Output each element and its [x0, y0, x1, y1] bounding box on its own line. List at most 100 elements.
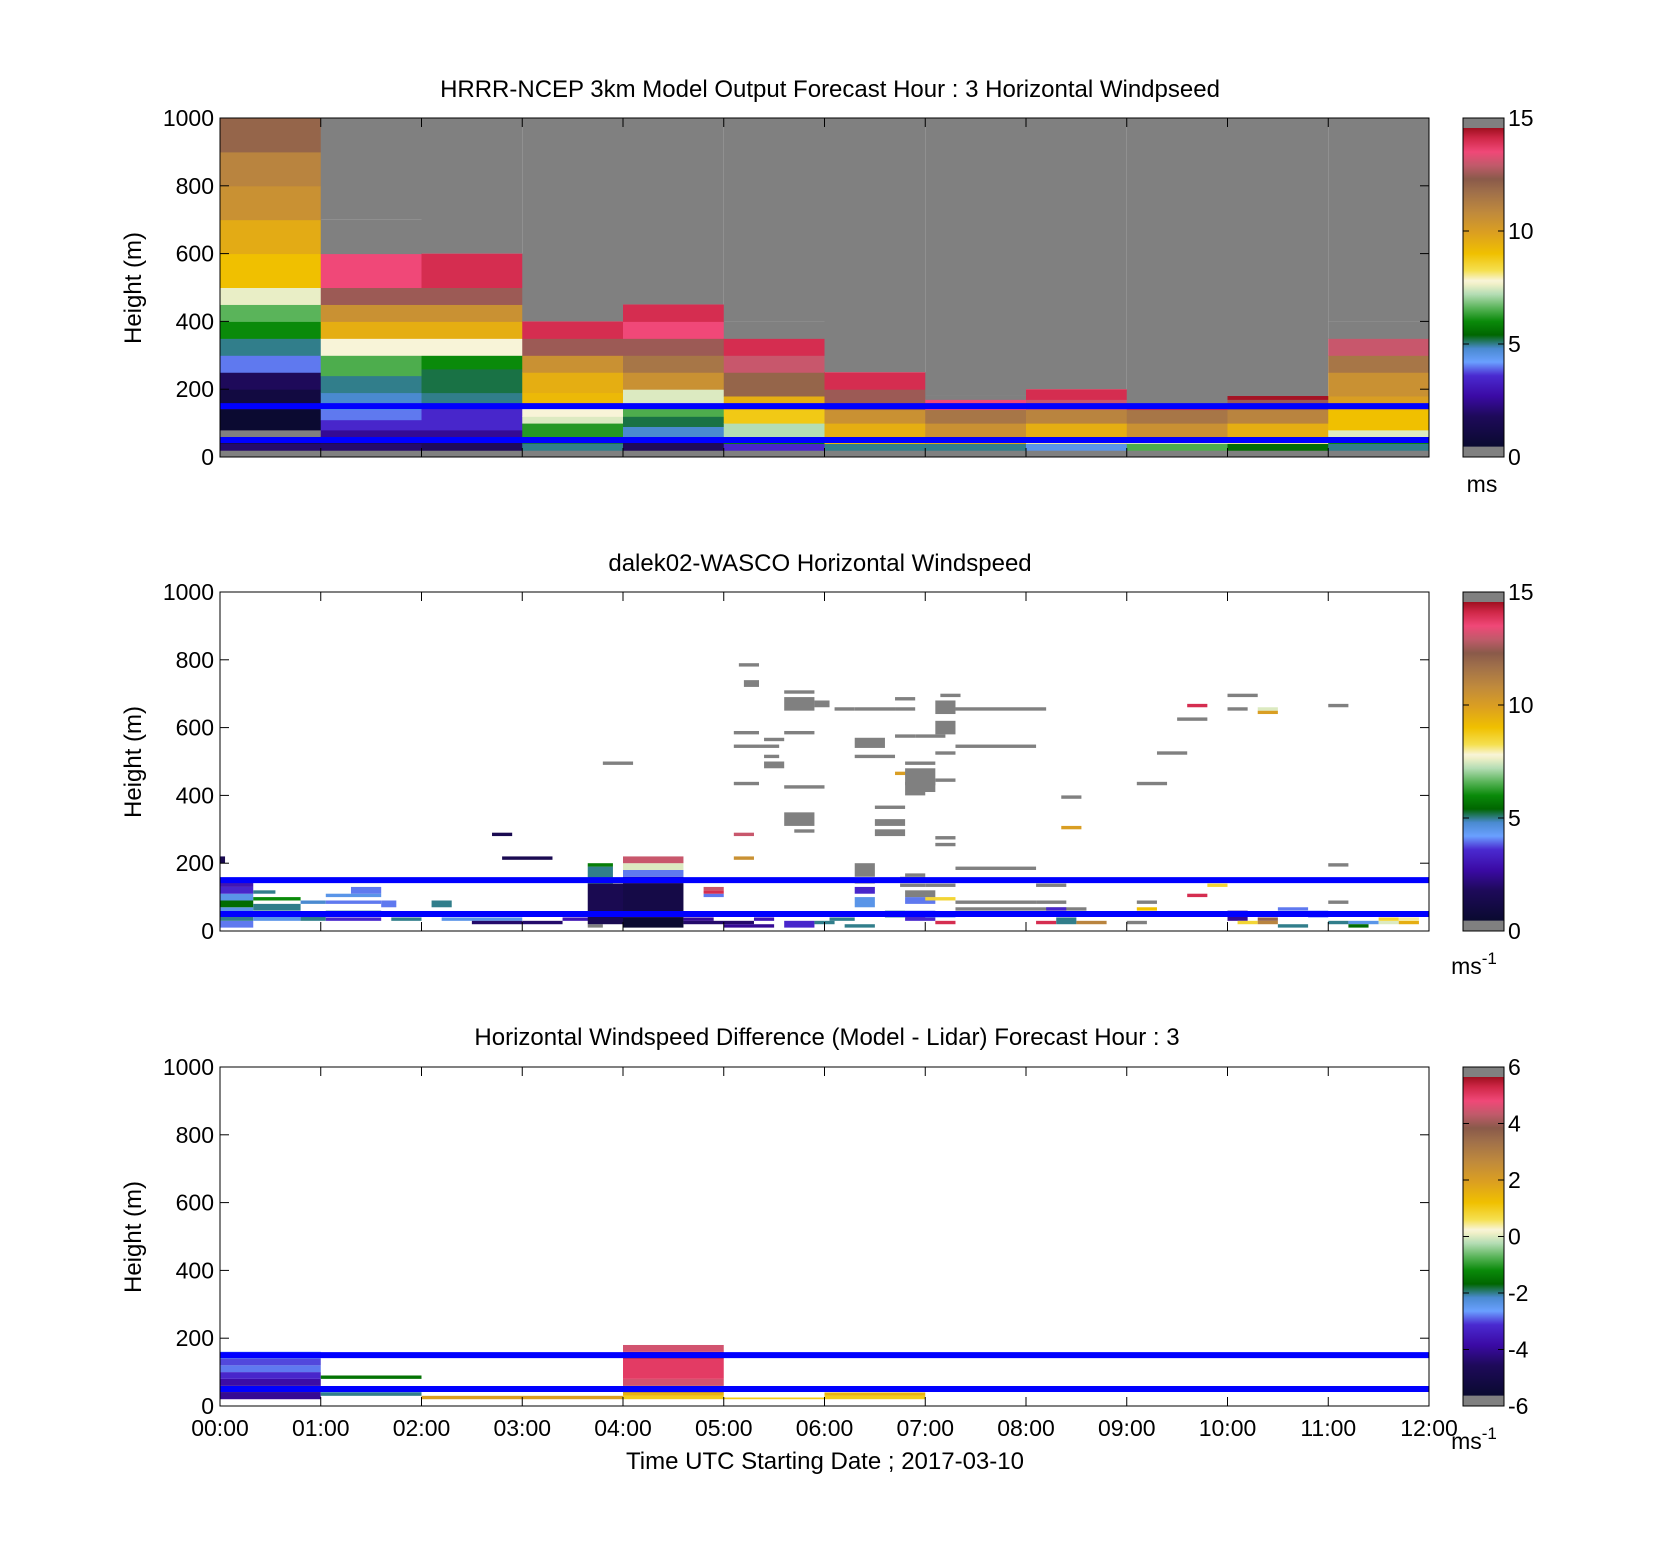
- panel-lidar-background: [220, 592, 1429, 931]
- heatmap-cell: [854, 863, 875, 877]
- heatmap-cell: [925, 395, 1027, 400]
- heatmap-cell: [1177, 717, 1208, 721]
- heatmap-cell: [925, 450, 1027, 458]
- heatmap-cell: [723, 355, 825, 373]
- heatmap-cell: [253, 915, 301, 921]
- ytick-label: 0: [201, 444, 214, 470]
- no-data-cell: [1126, 118, 1228, 407]
- heatmap-cell: [421, 253, 523, 288]
- heatmap-cell: [1026, 423, 1128, 438]
- heatmap-cell: [220, 1372, 321, 1379]
- heatmap-cell: [220, 151, 322, 187]
- heatmap-cell: [874, 819, 906, 826]
- heatmap-cell: [874, 829, 906, 837]
- heatmap-cell: [1348, 920, 1379, 925]
- heatmap-cell: [925, 423, 1027, 438]
- heatmap-cell: [220, 886, 254, 894]
- ytick-label: 200: [176, 850, 214, 876]
- panel-lidar-colorbar-unit: ms-1: [1451, 949, 1497, 979]
- panel-lidar-colorbar-unit-base: ms: [1451, 953, 1482, 979]
- heatmap-cell: [320, 1375, 422, 1379]
- heatmap-cell: [471, 920, 523, 925]
- panel-difference-colorbar-unit: ms-1: [1451, 1424, 1497, 1454]
- heatmap-cell: [320, 304, 422, 322]
- panel-difference: Horizontal Windspeed Difference (Model -…: [120, 1024, 1529, 1475]
- heatmap-cell: [220, 920, 254, 928]
- heatmap-cell: [723, 423, 825, 438]
- panel-difference-title: Horizontal Windspeed Difference (Model -…: [474, 1024, 1179, 1051]
- heatmap-cell: [824, 1395, 926, 1400]
- heatmap-cell: [421, 392, 523, 407]
- heatmap-cell: [522, 443, 624, 451]
- heatmap-cell: [381, 900, 397, 908]
- no-data-cell: [1328, 118, 1429, 322]
- heatmap-cell: [738, 663, 760, 667]
- heatmap-cell: [522, 372, 624, 394]
- heatmap-cell: [522, 392, 624, 407]
- heatmap-cell: [623, 917, 684, 928]
- heatmap-cell: [854, 754, 896, 759]
- heatmap-cell: [623, 869, 684, 877]
- heatmap-cell: [623, 1392, 724, 1396]
- colorbar-tick-label: 10: [1508, 218, 1534, 244]
- heatmap-cell: [784, 730, 815, 735]
- heatmap-cell: [1398, 917, 1419, 921]
- heatmap-cell: [1328, 409, 1430, 431]
- heatmap-cell: [320, 392, 422, 404]
- ytick-label: 600: [176, 241, 214, 267]
- heatmap-cell: [925, 897, 956, 901]
- heatmap-cell: [522, 338, 624, 356]
- panel-model: HRRR-NCEP 3km Model Output Forecast Hour…: [120, 76, 1534, 497]
- xtick-label: 10:00: [1199, 1415, 1257, 1441]
- heatmap-cell: [623, 321, 725, 339]
- heatmap-cell: [220, 1378, 321, 1386]
- ytick-label: 800: [176, 173, 214, 199]
- heatmap-cell: [895, 734, 916, 738]
- panel-model-cells: [220, 118, 1430, 458]
- panel-difference-reference-lines: [220, 1352, 1429, 1393]
- heatmap-cell: [1061, 825, 1082, 830]
- heatmap-cell: [723, 409, 825, 424]
- colorbar-tick-label: 0: [1508, 444, 1521, 470]
- heatmap-cell: [1328, 450, 1430, 458]
- heatmap-cell: [441, 917, 523, 921]
- heatmap-cell: [220, 1392, 321, 1400]
- heatmap-cell: [925, 883, 956, 887]
- panel-difference-colorbar-unit-base: ms: [1451, 1428, 1482, 1454]
- xtick-label: 09:00: [1098, 1415, 1156, 1441]
- panel-difference-yticks: 0 200 400 600 800 1000: [163, 1054, 1429, 1419]
- heatmap-cell: [723, 321, 825, 339]
- heatmap-cell: [723, 443, 825, 451]
- ytick-label: 200: [176, 1325, 214, 1351]
- heatmap-cell: [733, 744, 760, 748]
- heatmap-cell: [220, 219, 322, 255]
- heatmap-cell: [1328, 321, 1430, 339]
- heatmap-cell: [824, 423, 926, 438]
- heatmap-cell: [320, 338, 422, 356]
- heatmap-cell: [925, 443, 1027, 451]
- heatmap-cell: [320, 375, 422, 394]
- heatmap-cell: [1126, 920, 1147, 925]
- heatmap-cell: [784, 690, 815, 694]
- heatmap-cell: [915, 734, 946, 738]
- panel-lidar-colorbar-ramp: [1462, 591, 1505, 932]
- heatmap-cell: [220, 409, 322, 431]
- heatmap-cell: [320, 287, 422, 305]
- no-data-cell: [421, 118, 523, 254]
- panel-difference-xtick-labels: 00:00 01:00 02:00 03:00 04:00 05:00 06:00 07:00…: [191, 1415, 1458, 1441]
- panel-model-colorbar-ramp: [1462, 117, 1505, 458]
- heatmap-cell: [1026, 450, 1128, 458]
- heatmap-cell: [955, 866, 1037, 870]
- heatmap-cell: [1328, 338, 1430, 356]
- heatmap-cell: [220, 893, 254, 901]
- panel-lidar-colorbar: 0 5 10 15 ms-1: [1451, 579, 1533, 979]
- heatmap-cell: [1076, 920, 1107, 925]
- colorbar-tick-label: 5: [1508, 331, 1521, 357]
- ytick-label: 1000: [163, 105, 214, 131]
- xtick-label: 01:00: [292, 1415, 350, 1441]
- panel-model-reference-lines: [220, 403, 1429, 444]
- xtick-label: 04:00: [594, 1415, 652, 1441]
- heatmap-cell: [1061, 795, 1082, 799]
- heatmap-cell: [1046, 907, 1067, 911]
- heatmap-cell: [522, 416, 624, 424]
